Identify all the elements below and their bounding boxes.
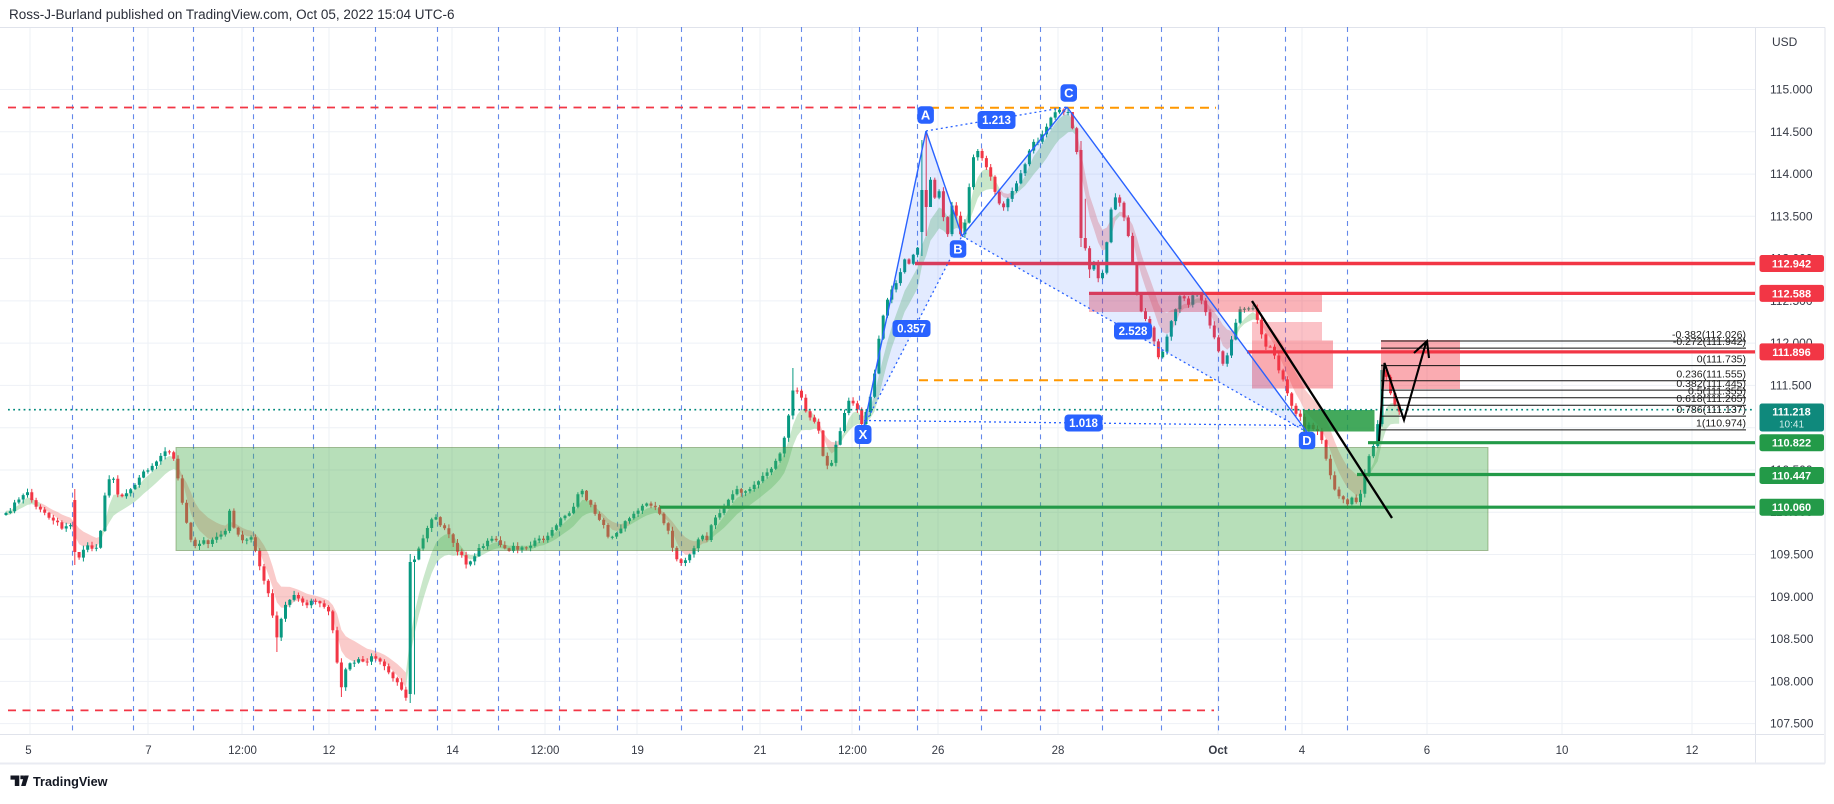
svg-text:19: 19 [631,745,644,757]
svg-text:28: 28 [1052,745,1065,757]
svg-text:1.213: 1.213 [982,115,1011,127]
svg-text:1(110.974): 1(110.974) [1696,418,1746,430]
svg-text:10:41: 10:41 [1779,420,1804,431]
svg-text:12:00: 12:00 [838,745,867,757]
svg-text:114.500: 114.500 [1770,125,1813,139]
svg-text:0(111.735): 0(111.735) [1697,353,1746,365]
svg-text:0.382(111.445): 0.382(111.445) [1676,378,1746,390]
svg-text:Ross-J-Burland published on Tr: Ross-J-Burland published on TradingView.… [9,7,455,22]
svg-text:0.236(111.555): 0.236(111.555) [1676,369,1746,381]
svg-text:X: X [859,427,868,442]
svg-text:112.588: 112.588 [1772,288,1811,300]
svg-text:D: D [1302,433,1311,448]
svg-text:10: 10 [1556,745,1569,757]
svg-text:111.218: 111.218 [1772,407,1811,419]
svg-text:0.5(111.355): 0.5(111.355) [1688,386,1746,398]
svg-text:TradingView: TradingView [33,775,108,789]
svg-text:110.060: 110.060 [1772,502,1811,514]
svg-text:6: 6 [1424,745,1430,757]
svg-text:B: B [953,242,962,257]
svg-text:12: 12 [1686,745,1699,757]
svg-text:109.000: 109.000 [1770,590,1814,604]
svg-text:-0.382(112.026): -0.382(112.026) [1672,329,1746,341]
svg-text:111.500: 111.500 [1770,378,1812,392]
svg-text:4: 4 [1299,745,1306,757]
svg-text:12:00: 12:00 [531,745,560,757]
svg-text:Oct: Oct [1208,745,1227,757]
svg-text:108.000: 108.000 [1770,674,1814,688]
svg-text:110.447: 110.447 [1772,471,1811,483]
svg-text:5: 5 [25,745,31,757]
svg-text:112.942: 112.942 [1772,259,1811,271]
svg-text:C: C [1064,86,1074,101]
svg-text:108.500: 108.500 [1770,632,1814,646]
svg-text:115.000: 115.000 [1770,83,1813,97]
svg-text:0.357: 0.357 [897,324,926,336]
svg-text:107.500: 107.500 [1770,717,1814,731]
svg-text:A: A [921,108,931,123]
svg-text:109.500: 109.500 [1770,548,1814,562]
svg-text:110.822: 110.822 [1772,438,1811,450]
svg-text:1.018: 1.018 [1069,418,1098,430]
svg-text:12:00: 12:00 [228,745,257,757]
svg-text:26: 26 [932,745,945,757]
svg-text:-0.272(111.942): -0.272(111.942) [1673,336,1746,348]
svg-text:0.786(111.137): 0.786(111.137) [1676,404,1746,416]
svg-text:114.000: 114.000 [1770,167,1813,181]
svg-text:111.896: 111.896 [1772,347,1811,359]
svg-text:USD: USD [1772,35,1798,49]
svg-text:113.500: 113.500 [1770,209,1813,223]
svg-text:12: 12 [323,745,336,757]
svg-text:21: 21 [754,745,767,757]
svg-text:2.528: 2.528 [1119,326,1148,338]
svg-text:0.618(111.265): 0.618(111.265) [1676,393,1746,405]
svg-text:14: 14 [446,745,459,757]
svg-text:7: 7 [145,745,151,757]
